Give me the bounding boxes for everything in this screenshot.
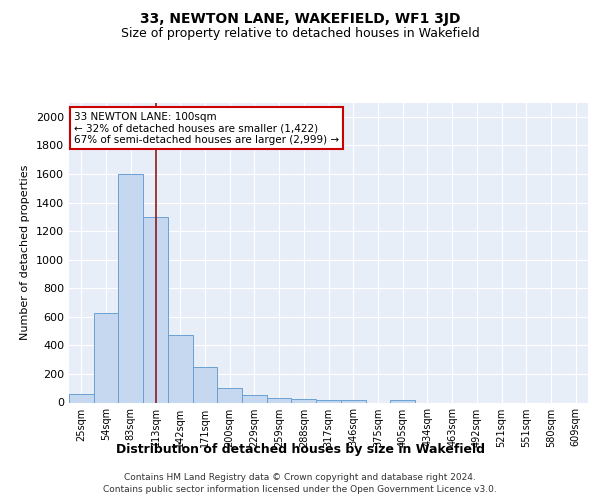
Text: Size of property relative to detached houses in Wakefield: Size of property relative to detached ho… — [121, 28, 479, 40]
Bar — [341, 400, 365, 402]
Text: 33 NEWTON LANE: 100sqm
← 32% of detached houses are smaller (1,422)
67% of semi-: 33 NEWTON LANE: 100sqm ← 32% of detached… — [74, 112, 340, 144]
Text: Contains public sector information licensed under the Open Government Licence v3: Contains public sector information licen… — [103, 485, 497, 494]
Bar — [390, 400, 415, 402]
Text: Contains HM Land Registry data © Crown copyright and database right 2024.: Contains HM Land Registry data © Crown c… — [124, 472, 476, 482]
Bar — [94, 312, 118, 402]
Text: Distribution of detached houses by size in Wakefield: Distribution of detached houses by size … — [115, 442, 485, 456]
Bar — [168, 334, 193, 402]
Bar — [242, 396, 267, 402]
Bar — [143, 217, 168, 402]
Bar — [316, 400, 341, 402]
Text: 33, NEWTON LANE, WAKEFIELD, WF1 3JD: 33, NEWTON LANE, WAKEFIELD, WF1 3JD — [140, 12, 460, 26]
Y-axis label: Number of detached properties: Number of detached properties — [20, 165, 31, 340]
Bar — [69, 394, 94, 402]
Bar — [193, 367, 217, 402]
Bar — [267, 398, 292, 402]
Bar — [292, 398, 316, 402]
Bar — [118, 174, 143, 402]
Bar — [217, 388, 242, 402]
